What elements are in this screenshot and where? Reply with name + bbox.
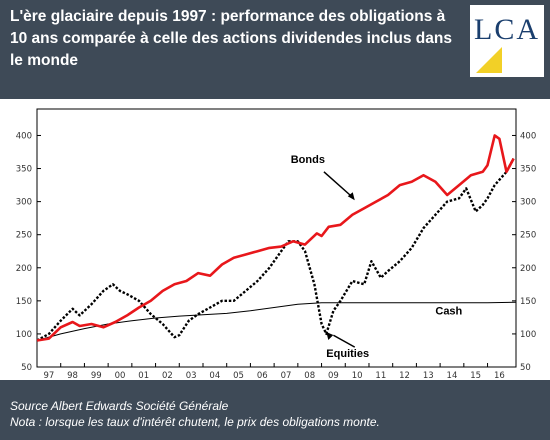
equities-arrow-shaft <box>333 334 356 348</box>
y-tick-label-right: 300 <box>520 198 536 208</box>
x-tick-label: 01 <box>138 371 149 380</box>
x-tick-label: 97 <box>43 371 54 380</box>
y-tick-label-left: 250 <box>16 231 32 241</box>
x-tick-label: 07 <box>281 371 292 380</box>
x-tick-label: 13 <box>423 371 434 380</box>
x-tick-label: 12 <box>399 371 410 380</box>
y-tick-label-left: 350 <box>16 165 32 175</box>
x-tick-label: 03 <box>186 371 197 380</box>
chart-area: 50 50 100 100 150 150 200 200 250 250 300 300 350 350… <box>0 99 550 380</box>
x-tick-label: 06 <box>257 371 268 380</box>
y-tick-label-right: 200 <box>520 264 536 274</box>
x-tick-label: 09 <box>328 371 339 380</box>
x-tick-label: 98 <box>67 371 78 380</box>
x-tick-label: 16 <box>494 371 505 380</box>
y-tick-label-left: 100 <box>16 330 32 340</box>
equities-annotation: Equities <box>326 348 369 360</box>
plot-frame <box>36 108 517 368</box>
bonds-line <box>36 134 515 342</box>
y-tick-label-left: 150 <box>16 297 32 307</box>
x-tick-label: 15 <box>470 371 481 380</box>
footer-notes: Source Albert Edwards Société Générale N… <box>10 398 380 430</box>
bonds-annotation: Bonds <box>291 154 325 166</box>
equities-arrowhead <box>326 331 334 340</box>
cash-annotation: Cash <box>435 306 462 318</box>
y-tick-label-right: 350 <box>520 165 536 175</box>
logo-accent-shape <box>476 47 502 73</box>
x-tick-label: 14 <box>447 371 458 380</box>
x-tick-label: 00 <box>115 371 126 380</box>
y-tick-label-left: 400 <box>16 131 32 141</box>
x-tick-label: 05 <box>233 371 244 380</box>
page-title: L'ère glaciaire depuis 1997 : performanc… <box>10 8 452 69</box>
note-text: Nota : lorsque les taux d'intérêt chuten… <box>10 415 380 429</box>
source-text: Source Albert Edwards Société Générale <box>10 399 229 413</box>
y-tick-label-right: 400 <box>520 131 536 141</box>
y-tick-label-right: 150 <box>520 297 536 307</box>
x-tick-label: 08 <box>304 371 315 380</box>
y-tick-label-left: 50 <box>21 363 32 373</box>
y-tick-label-left: 300 <box>16 198 32 208</box>
y-tick-label-right: 50 <box>520 363 531 373</box>
y-tick-label-right: 100 <box>520 330 536 340</box>
y-tick-label-right: 250 <box>520 231 536 241</box>
x-tick-label: 99 <box>91 371 102 380</box>
bonds-arrowhead <box>347 192 355 201</box>
x-tick-label: 02 <box>162 371 173 380</box>
x-tick-label: 10 <box>352 371 363 380</box>
x-tick-label: 11 <box>375 371 386 380</box>
bonds-arrow-shaft <box>323 171 351 196</box>
cash-line <box>36 301 517 341</box>
y-tick-label-left: 200 <box>16 264 32 274</box>
x-tick-label: 04 <box>209 371 220 380</box>
logo-text: LCA <box>474 13 540 46</box>
lca-logo: LCA <box>470 5 544 77</box>
